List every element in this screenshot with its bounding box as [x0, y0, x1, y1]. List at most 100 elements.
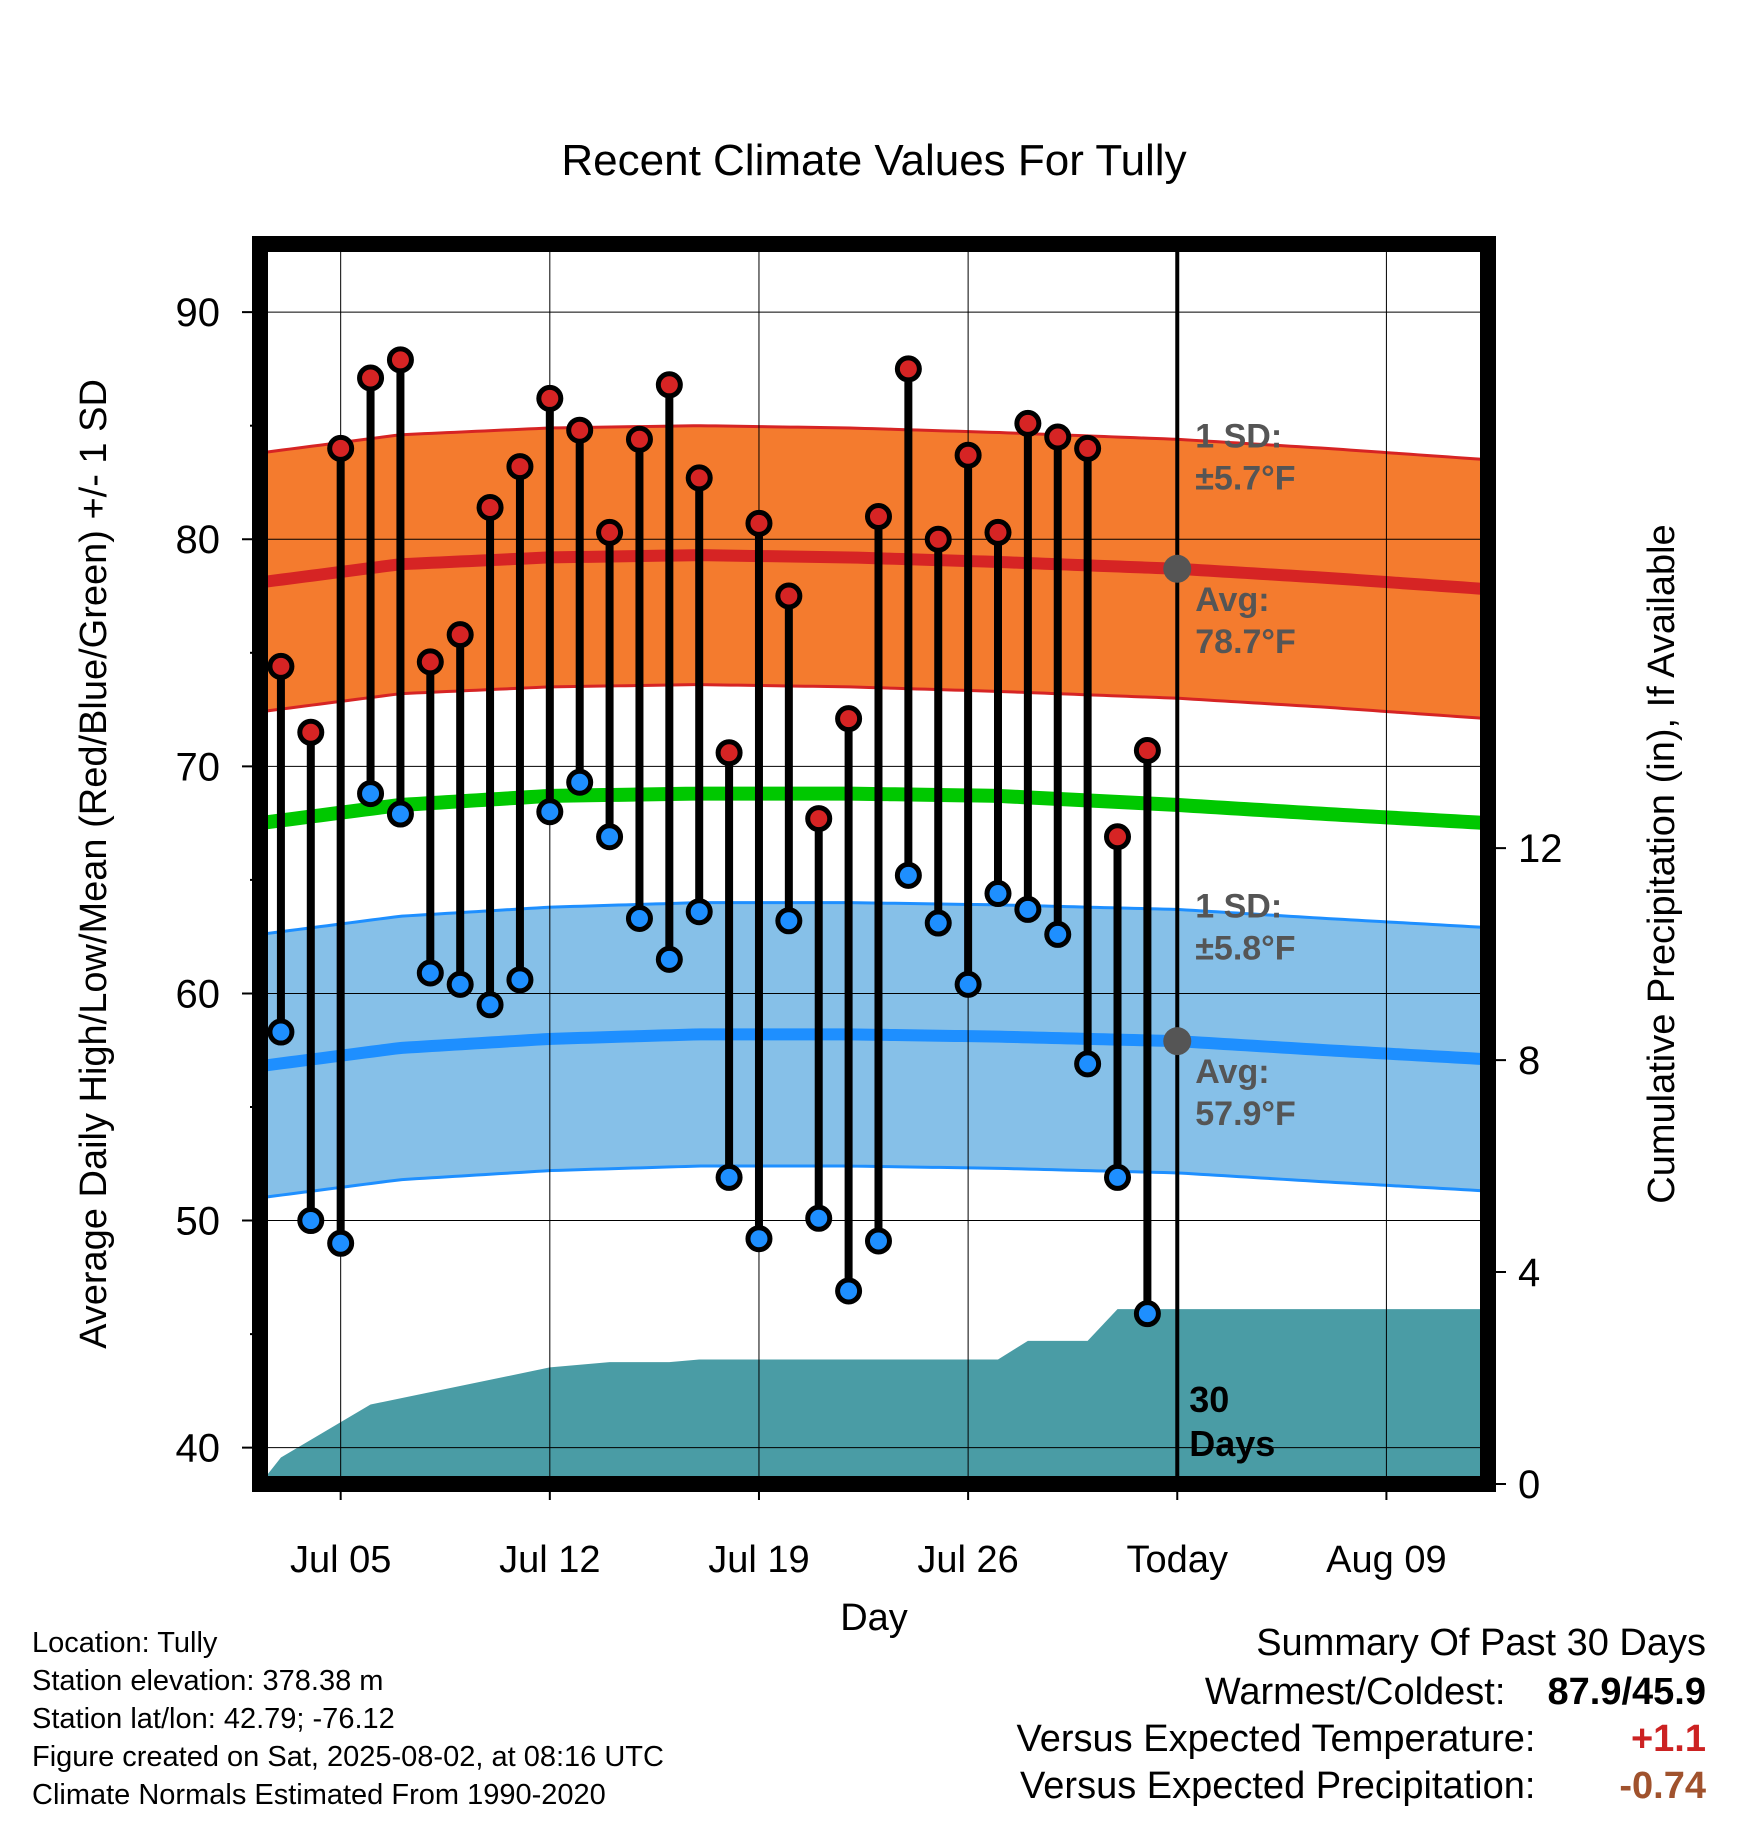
x-tick-label: Aug 09: [1326, 1539, 1446, 1581]
summary-temp: Versus Expected Temperature: +1.1: [1017, 1718, 1706, 1761]
today-days-label: Days: [1189, 1423, 1275, 1464]
summary-warmest-coldest: Warmest/Coldest: 87.9/45.9: [1017, 1671, 1706, 1714]
high-point: [416, 648, 444, 676]
x-tick-label: Jul 12: [499, 1539, 600, 1581]
low-avg-annotation-line-2: 57.9°F: [1195, 1095, 1296, 1133]
right-tick-label: 0: [1518, 1463, 1540, 1507]
precip-label: Versus Expected Precipitation:: [1020, 1765, 1536, 1807]
low-point: [297, 1207, 325, 1235]
low-point: [446, 970, 474, 998]
low-point: [1104, 1163, 1132, 1191]
high-avg-annotation-line-1: Avg:: [1195, 581, 1269, 619]
low-point: [745, 1225, 773, 1253]
low-point: [954, 970, 982, 998]
low-point: [655, 945, 683, 973]
low-point: [327, 1229, 355, 1257]
precip-area: [260, 1309, 1488, 1484]
x-tick-label: Jul 05: [290, 1539, 391, 1581]
high-point: [835, 705, 863, 733]
x-axis-label: Day: [840, 1597, 908, 1639]
right-axis-label: Cumulative Precipitation (in), If Availa…: [1641, 524, 1683, 1203]
low-sd-annotation-line-2: ±5.8°F: [1195, 929, 1295, 967]
warmest-coldest-value: 87.9/45.9: [1547, 1671, 1706, 1713]
info-block: Location: Tully Station elevation: 378.3…: [32, 1624, 664, 1814]
low-point: [506, 966, 534, 994]
high-point: [1014, 409, 1042, 437]
low-point: [596, 823, 624, 851]
low-point: [536, 798, 564, 826]
info-created: Figure created on Sat, 2025-08-02, at 08…: [32, 1741, 664, 1773]
high-point: [506, 453, 534, 481]
high-point: [327, 434, 355, 462]
right-tick-label: 8: [1518, 1039, 1540, 1083]
high-point: [715, 739, 743, 767]
high-point: [775, 582, 803, 610]
info-normals: Climate Normals Estimated From 1990-2020: [32, 1779, 606, 1811]
today-low-avg-dot: [1163, 1027, 1192, 1056]
plot-clip-group: [260, 244, 1488, 1484]
high-point: [1074, 434, 1102, 462]
today-days-label: 30: [1189, 1379, 1229, 1420]
left-tick-label: 90: [176, 291, 221, 335]
left-tick-label: 80: [176, 518, 221, 562]
low-sd-lower-edge: [260, 1164, 1486, 1200]
summary-precip: Versus Expected Precipitation: -0.74: [1017, 1765, 1706, 1808]
high-point: [685, 464, 713, 492]
left-tick-label: 40: [176, 1427, 221, 1471]
low-sd-annotation-line-1: 1 SD:: [1195, 887, 1282, 925]
low-point: [357, 780, 385, 808]
low-point: [566, 768, 594, 796]
high-sd-annotation-line-1: 1 SD:: [1195, 417, 1282, 455]
high-point: [386, 346, 414, 374]
low-point: [1074, 1050, 1102, 1078]
mean-avg-line: [260, 786, 1486, 831]
high-point: [894, 355, 922, 383]
low-point: [775, 907, 803, 935]
high-point: [954, 441, 982, 469]
high-point: [267, 652, 295, 680]
low-point: [685, 898, 713, 926]
high-point: [805, 805, 833, 833]
precip-value: -0.74: [1619, 1765, 1706, 1807]
high-point: [745, 509, 773, 537]
plot-area: 1 SD: ±5.7°F Avg: 78.7°F 1 SD: ±5.8°F Avg: 57.9…: [176, 236, 1563, 1581]
temp-value: +1.1: [1630, 1718, 1706, 1760]
high-point: [357, 364, 385, 392]
high-point: [924, 525, 952, 553]
right-tick-label: 4: [1518, 1251, 1540, 1295]
warmest-coldest-label: Warmest/Coldest:: [1204, 1671, 1506, 1713]
today-high-avg-dot: [1163, 554, 1192, 583]
low-point: [476, 991, 504, 1019]
info-elevation: Station elevation: 378.38 m: [32, 1665, 384, 1697]
left-tick-label: 50: [176, 1200, 221, 1244]
info-location: Location: Tully: [32, 1627, 218, 1659]
high-point: [297, 718, 325, 746]
low-point: [894, 861, 922, 889]
low-point: [625, 905, 653, 933]
high-point: [476, 493, 504, 521]
high-point: [1044, 423, 1072, 451]
high-point: [984, 518, 1012, 546]
x-tick-label: Jul 19: [708, 1539, 809, 1581]
left-tick-label: 70: [176, 745, 221, 789]
right-tick-label: 12: [1518, 827, 1563, 871]
high-avg-annotation-line-2: 78.7°F: [1195, 623, 1296, 661]
info-latlon: Station lat/lon: 42.79; -76.12: [32, 1703, 395, 1735]
low-point: [805, 1204, 833, 1232]
low-point: [715, 1163, 743, 1191]
low-avg-line: [260, 1028, 1486, 1073]
high-point: [596, 518, 624, 546]
low-point: [267, 1018, 295, 1046]
plot-frame: [252, 236, 1496, 1492]
low-point: [1044, 920, 1072, 948]
high-sd-upper-edge: [260, 424, 1486, 462]
high-point: [1104, 823, 1132, 851]
summary-block: Summary Of Past 30 Days Warmest/Coldest:…: [1017, 1622, 1706, 1808]
summary-heading: Summary Of Past 30 Days: [1256, 1622, 1706, 1664]
low-point: [864, 1227, 892, 1255]
left-tick-label: 60: [176, 972, 221, 1016]
low-point: [386, 800, 414, 828]
high-point: [566, 416, 594, 444]
low-point: [984, 880, 1012, 908]
